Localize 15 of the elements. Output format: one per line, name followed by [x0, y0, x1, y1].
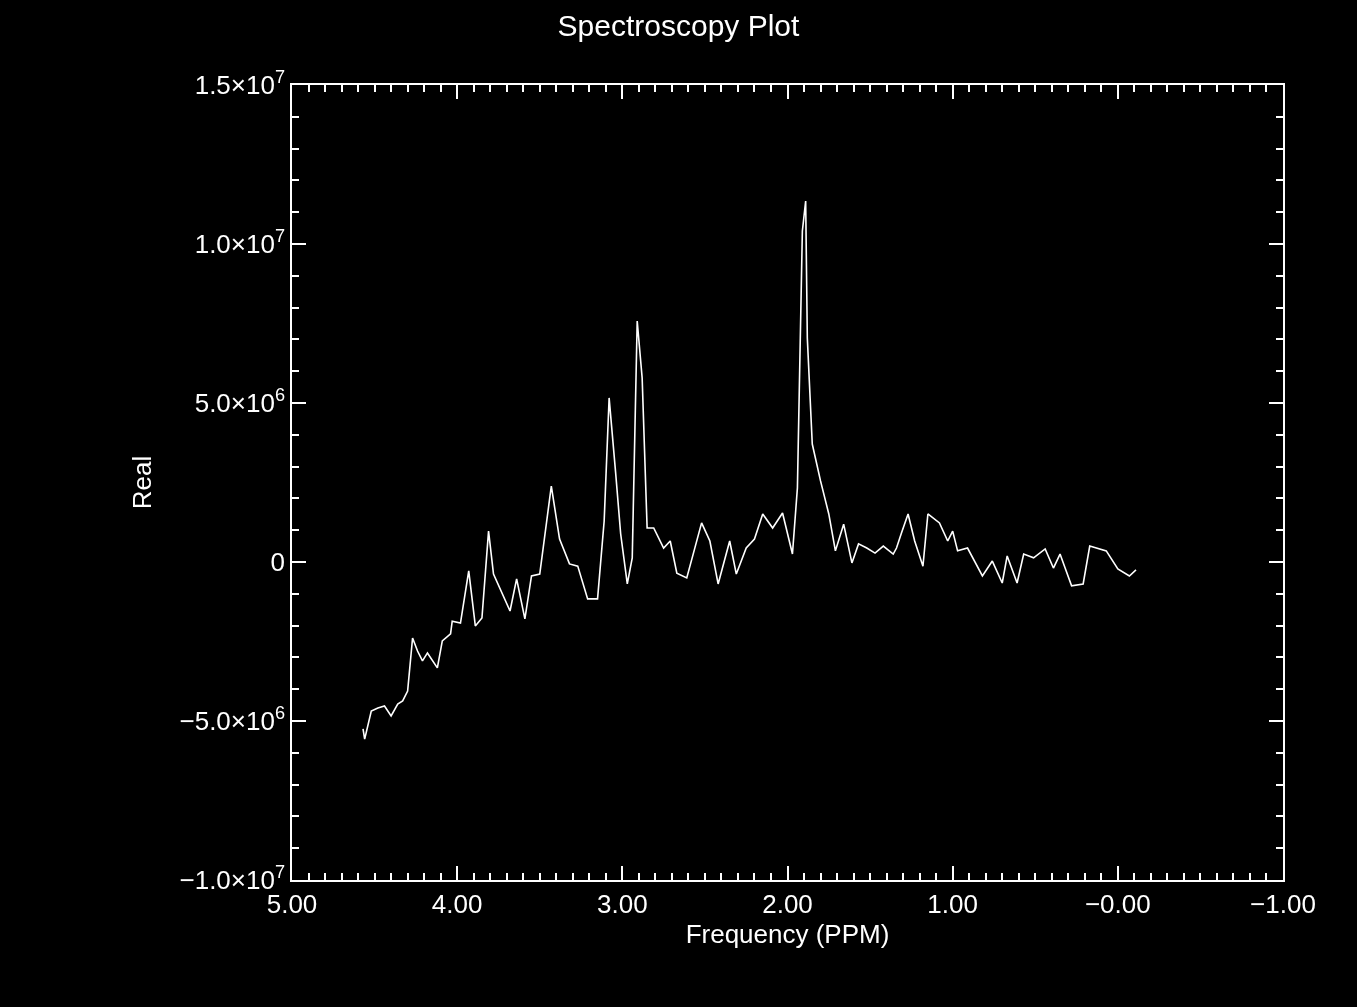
x-tick-label: 4.00: [431, 888, 483, 919]
y-tick-label: 5.0×10$^{6}$: [194, 385, 286, 419]
line-series: [362, 200, 1137, 740]
x-tick-label: −0.00: [1084, 888, 1151, 919]
y-tick-label: 0: [270, 547, 286, 578]
y-axis-title: Real: [127, 455, 158, 510]
x-tick-label: 3.00: [597, 888, 648, 919]
x-tick-label: −1.00: [1250, 888, 1316, 919]
chart-title: Spectroscopy Plot: [557, 9, 801, 43]
x-tick-label: 1.00: [927, 888, 978, 919]
x-tick-label: 2.00: [762, 888, 813, 919]
y-tick-label: 1.0×10$^{7}$: [194, 226, 286, 260]
y-tick-label: −5.0×10$^{6}$: [179, 703, 286, 737]
x-axis-title: Frequency (PPM): [685, 918, 890, 949]
y-tick-label: 1.5×10$^{7}$: [194, 67, 286, 101]
